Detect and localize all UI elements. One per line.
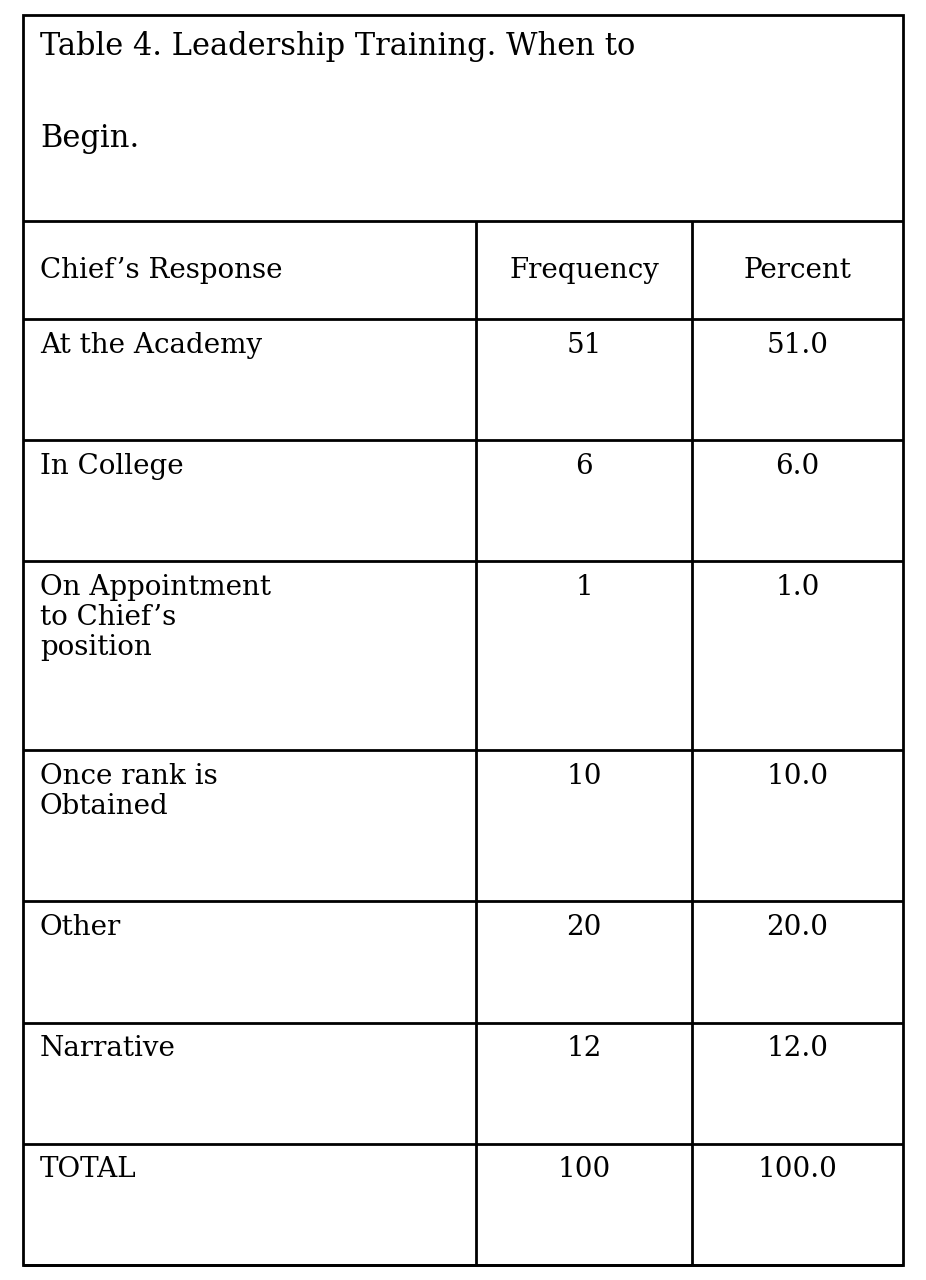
Text: Once rank is
Obtained: Once rank is Obtained: [40, 763, 218, 820]
Text: Chief’s Response: Chief’s Response: [40, 257, 282, 284]
Text: 12.0: 12.0: [767, 1036, 828, 1062]
Text: Other: Other: [40, 914, 121, 941]
Text: Percent: Percent: [744, 257, 851, 284]
Text: In College: In College: [40, 453, 183, 480]
Text: Begin.: Begin.: [40, 123, 139, 154]
Text: At the Academy: At the Academy: [40, 332, 262, 358]
Text: 51.0: 51.0: [767, 332, 828, 358]
Text: 20: 20: [567, 914, 602, 941]
Text: 100: 100: [557, 1156, 610, 1184]
Text: 51: 51: [567, 332, 602, 358]
Text: Frequency: Frequency: [509, 257, 659, 284]
Text: 1.0: 1.0: [775, 573, 820, 600]
Text: 10.0: 10.0: [766, 763, 829, 790]
Text: Narrative: Narrative: [40, 1036, 176, 1062]
Text: 12: 12: [567, 1036, 602, 1062]
Text: 10: 10: [566, 763, 602, 790]
Text: On Appointment
to Chief’s
position: On Appointment to Chief’s position: [40, 573, 270, 662]
Text: 1: 1: [575, 573, 593, 600]
Text: 100.0: 100.0: [757, 1156, 837, 1184]
Text: 6: 6: [575, 453, 593, 480]
Text: Table 4. Leadership Training. When to: Table 4. Leadership Training. When to: [40, 31, 635, 61]
Text: 20.0: 20.0: [767, 914, 828, 941]
Text: 6.0: 6.0: [775, 453, 820, 480]
Text: TOTAL: TOTAL: [40, 1156, 136, 1184]
